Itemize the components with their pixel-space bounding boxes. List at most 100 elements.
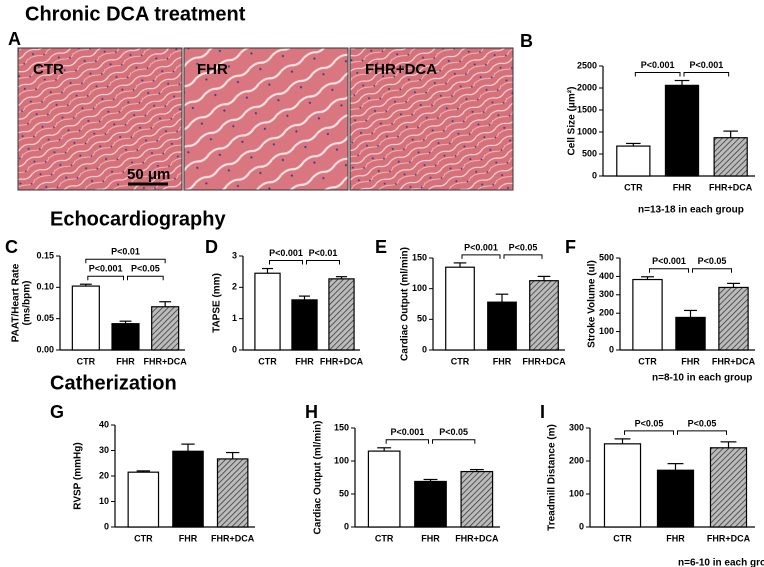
panel-letter: A [8,29,21,49]
x-tick-label: FHR [116,356,135,366]
significance-bracket [385,439,429,444]
bar [71,285,100,351]
significance-bracket [683,72,730,77]
y-axis-label: (ms/bpm) [22,281,33,326]
bar [603,443,642,528]
bar [216,458,249,528]
y-tick-label: 100 [334,455,349,465]
y-tick-label: 100 [599,326,614,336]
y-axis-label: Cardiac Output (ml/min) [313,421,324,535]
y-tick-label: 0.15 [36,250,54,260]
bar [460,470,494,528]
p-value: P<0.001 [652,256,686,266]
panel-letter: B [520,31,533,51]
bar [718,286,749,351]
image-label: FHR+DCA [365,61,437,78]
x-tick-label: FHR+DCA [522,356,566,366]
significance-bracket [127,275,164,281]
p-value: P<0.001 [269,248,303,258]
y-tick-label: 100 [412,283,427,293]
p-value: P<0.001 [641,60,675,70]
y-tick-label: 40 [99,419,109,429]
note: n=8-10 in each group [652,373,752,384]
x-tick-label: FHR [673,182,692,192]
panel-letter: D [205,237,218,257]
bar [709,447,748,528]
histology: CTR FHR FHR+DCA 50 μm [17,47,514,191]
panel-letter: E [375,237,387,257]
p-value: P<0.05 [131,264,160,274]
y-tick-label: 1500 [577,104,597,114]
x-tick-label: FHR [421,533,440,543]
image-label: CTR [33,61,64,78]
panel-letter: F [565,237,576,257]
p-value: P<0.05 [688,418,717,428]
bar [151,306,180,351]
x-tick-label: FHR+DCA [144,356,188,366]
x-tick-label: FHR+DCA [455,533,499,543]
bar [111,323,140,351]
y-tick-label: 1 [232,313,237,323]
y-tick-label: 50 [417,314,427,324]
y-axis-label: Treadmill Distance (m) [547,424,558,531]
x-tick-label: FHR [179,533,198,543]
significance-bracket [306,260,340,265]
p-value: P<0.05 [635,418,664,428]
bar [656,469,695,528]
x-tick-label: FHR+DCA [709,182,753,192]
y-axis-label: PAAT/Heart Rate [11,263,22,342]
p-value: P<0.001 [689,60,723,70]
note: n=6-10 in each group [678,558,764,567]
p-value: P<0.001 [390,427,424,437]
x-tick-label: FHR+DCA [712,356,756,366]
y-tick-label: 500 [599,252,614,262]
x-tick-label: FHR [493,356,512,366]
note: n=13-18 in each group [638,205,744,216]
bar [675,316,706,351]
y-axis-label: Stroke Volume (ul) [587,260,598,348]
p-value: P<0.05 [439,427,468,437]
x-tick-label: FHR [681,356,700,366]
y-tick-label: 0 [592,170,597,180]
bar [445,266,475,351]
significance-bracket [692,268,732,273]
x-tick-label: CTR [77,356,96,366]
y-tick-label: 30 [99,445,109,455]
panel-letter: H [305,402,318,422]
x-tick-label: FHR [666,533,685,543]
histology-image [17,47,183,191]
y-tick-label: 0.10 [36,282,54,292]
y-tick-label: 150 [334,422,349,432]
x-tick-label: CTR [375,533,394,543]
y-tick-label: 500 [582,148,597,158]
bar [713,137,748,177]
image-label: FHR [197,61,228,78]
y-axis-label: Cell Size (μm²) [567,87,578,156]
y-tick-label: 3 [232,250,237,260]
section-heading: Catherization [50,372,177,394]
p-value: P<0.01 [111,247,140,257]
y-tick-label: 0 [609,344,614,354]
y-tick-label: 0.05 [36,313,54,323]
panel-letter: I [540,402,545,422]
bar [254,272,281,351]
bar [632,278,663,351]
x-tick-label: FHR+DCA [320,356,364,366]
x-tick-label: CTR [638,356,657,366]
y-tick-label: 100 [569,488,584,498]
significance-bracket [503,254,543,259]
y-tick-label: 1000 [577,126,597,136]
y-tick-label: 0 [422,344,427,354]
x-tick-label: FHR+DCA [707,533,751,543]
bar [172,450,204,528]
significance-bracket [649,268,689,273]
y-axis-label: TAPSE (mm) [212,273,223,333]
x-tick-label: CTR [451,356,470,366]
x-tick-label: FHR+DCA [211,533,255,543]
panel-letter: G [50,402,64,422]
y-tick-label: 50 [339,488,349,498]
y-tick-label: 10 [99,496,109,506]
histology-image [183,47,349,191]
p-value: P<0.05 [509,242,538,252]
x-tick-label: CTR [134,533,153,543]
